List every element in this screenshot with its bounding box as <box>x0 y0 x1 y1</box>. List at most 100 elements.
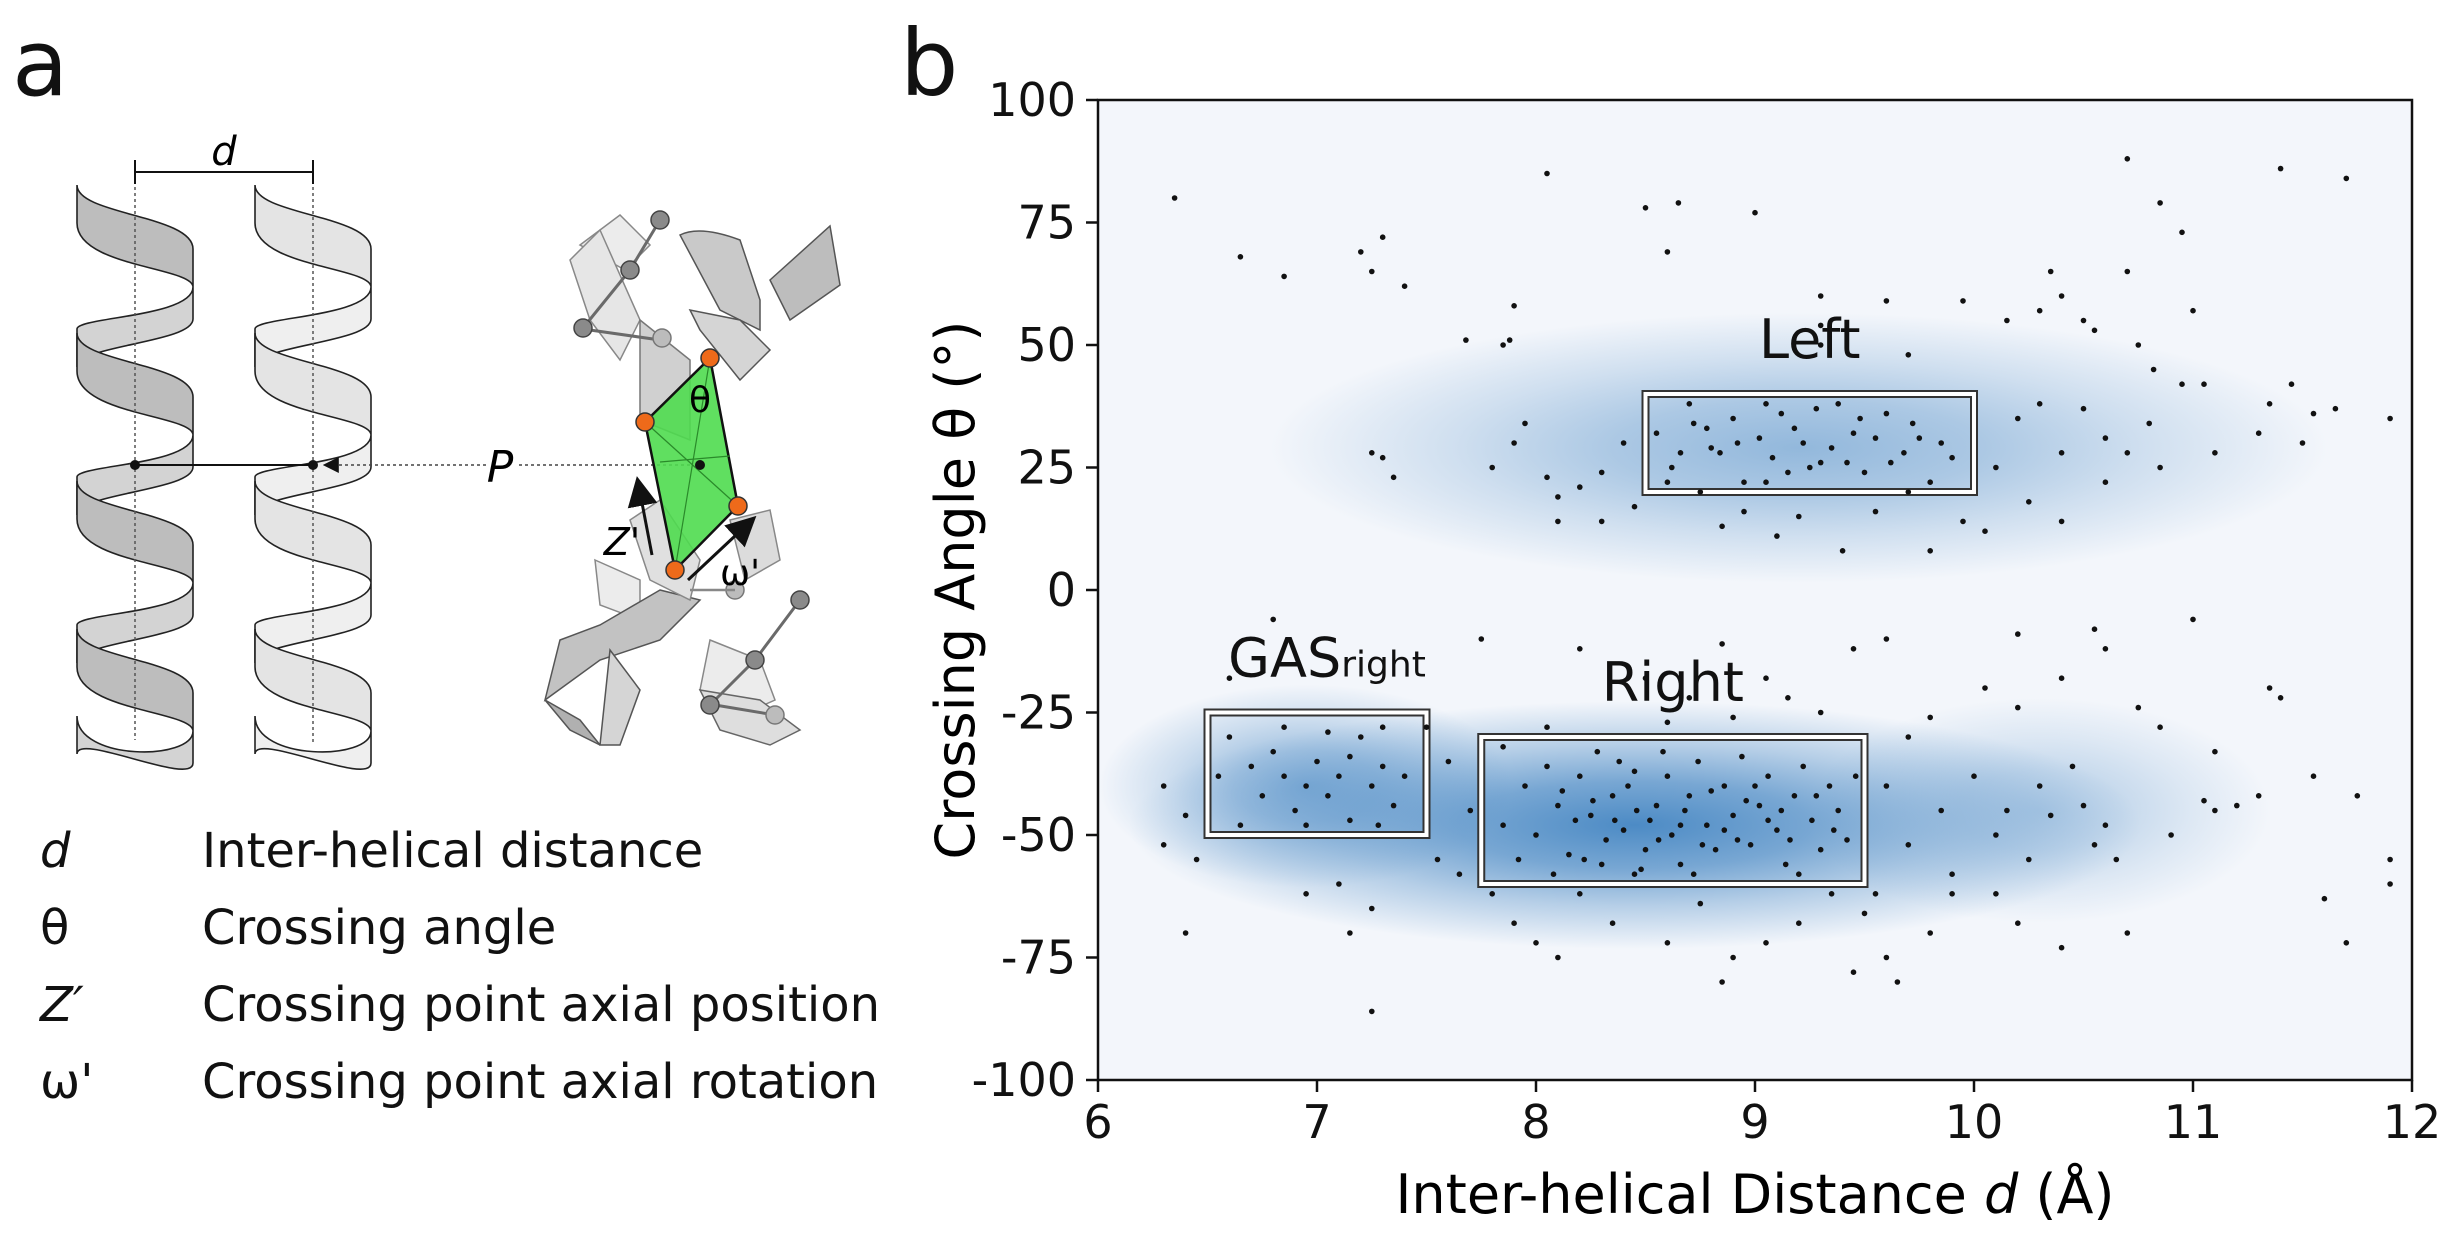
data-point <box>1522 420 1528 427</box>
data-point <box>1861 910 1868 917</box>
data-point <box>2124 930 2131 936</box>
data-point <box>1872 891 1879 897</box>
data-point <box>1787 837 1793 843</box>
omega-label: ω' <box>720 553 760 594</box>
data-point <box>1894 979 1901 985</box>
data-point <box>1358 249 1364 255</box>
data-point <box>1489 464 1495 471</box>
data-point <box>1730 954 1736 961</box>
z-arrow: Z' <box>603 476 658 564</box>
data-point <box>1675 200 1682 206</box>
data-point <box>2047 812 2054 819</box>
data-point <box>1303 783 1309 789</box>
data-point <box>1828 891 1835 897</box>
x-tick-label: 12 <box>2383 1095 2442 1149</box>
data-point <box>2135 704 2142 711</box>
data-point <box>1270 616 1276 623</box>
data-point <box>1347 753 1353 760</box>
data-point <box>1730 812 1736 819</box>
data-point <box>1292 807 1298 814</box>
data-point <box>1938 440 1944 446</box>
data-point <box>1379 454 1386 461</box>
data-point <box>1791 793 1798 799</box>
data-point <box>1993 832 1999 838</box>
theta-label: θ <box>689 380 711 421</box>
data-point <box>1791 425 1798 432</box>
data-point <box>1664 940 1671 946</box>
data-point <box>1993 464 1999 471</box>
legend-description: Crossing angle <box>202 900 557 956</box>
region-boxes: Left Right GASright <box>1203 308 1978 888</box>
data-point <box>1686 401 1693 407</box>
data-point <box>1616 758 1622 765</box>
omega-arrow: ω' <box>686 515 760 594</box>
data-point <box>1577 484 1583 490</box>
data-point <box>2102 822 2109 828</box>
atom-marker <box>665 560 685 580</box>
data-point <box>1653 802 1660 809</box>
region-box <box>1479 735 1867 886</box>
data-point <box>2091 626 2098 632</box>
data-point <box>1839 548 1846 554</box>
data-point <box>1226 734 1233 740</box>
data-point <box>1704 425 1710 432</box>
data-point <box>1717 450 1723 456</box>
data-point <box>1369 905 1375 912</box>
y-axis-label: Crossing Angle θ (°) <box>924 321 987 860</box>
data-point <box>1697 900 1704 907</box>
y-tick-label: 75 <box>1017 196 1076 250</box>
data-point <box>1598 518 1605 525</box>
data-point <box>2343 175 2350 182</box>
legend-description: Crossing point axial rotation <box>202 1054 879 1110</box>
data-point <box>1259 793 1266 799</box>
data-point <box>1489 891 1495 897</box>
data-point <box>1741 508 1747 515</box>
data-point <box>1215 773 1222 779</box>
y-tick-label: -25 <box>1001 686 1076 740</box>
data-point <box>2201 797 2207 804</box>
y-tick-label: -50 <box>1001 808 1076 862</box>
y-tick-label: 100 <box>988 73 1076 127</box>
legend-description: Inter-helical distance <box>202 823 704 879</box>
data-point <box>2015 704 2021 711</box>
data-point <box>2387 415 2393 422</box>
data-point <box>2354 793 2361 799</box>
data-point <box>1660 748 1666 755</box>
data-point <box>1817 293 1824 299</box>
data-point <box>1642 205 1649 211</box>
data-point <box>1463 337 1469 343</box>
data-point <box>1664 249 1671 255</box>
data-point <box>1325 793 1331 799</box>
data-point <box>2036 401 2043 407</box>
data-point <box>1677 822 1684 828</box>
data-point <box>1609 793 1616 799</box>
data-point <box>1905 352 1912 358</box>
atom-marker <box>635 412 655 432</box>
data-point <box>1559 788 1566 794</box>
data-point <box>2069 763 2076 770</box>
data-point <box>1303 822 1309 828</box>
y-tick-label: -75 <box>1001 931 1076 985</box>
data-point <box>1677 861 1684 868</box>
data-point <box>1844 459 1850 466</box>
data-point <box>1690 871 1697 877</box>
data-point <box>1669 832 1675 838</box>
panel-a-letter: a <box>12 10 69 117</box>
data-point <box>1785 695 1791 701</box>
data-point <box>1577 646 1583 652</box>
data-point <box>1782 861 1789 868</box>
data-point <box>2266 401 2273 407</box>
data-point <box>1336 881 1342 887</box>
data-point <box>1817 709 1824 716</box>
data-point <box>1555 518 1561 525</box>
region-label: Left <box>1759 308 1861 371</box>
data-point <box>1971 773 1977 779</box>
data-point <box>1638 866 1644 873</box>
data-point <box>2201 381 2207 388</box>
data-point <box>1581 856 1587 863</box>
data-point <box>2102 646 2109 652</box>
data-point <box>1550 871 1557 877</box>
data-point <box>1949 871 1955 877</box>
legend-description: Crossing point axial position <box>202 977 881 1033</box>
data-point <box>1796 513 1802 520</box>
